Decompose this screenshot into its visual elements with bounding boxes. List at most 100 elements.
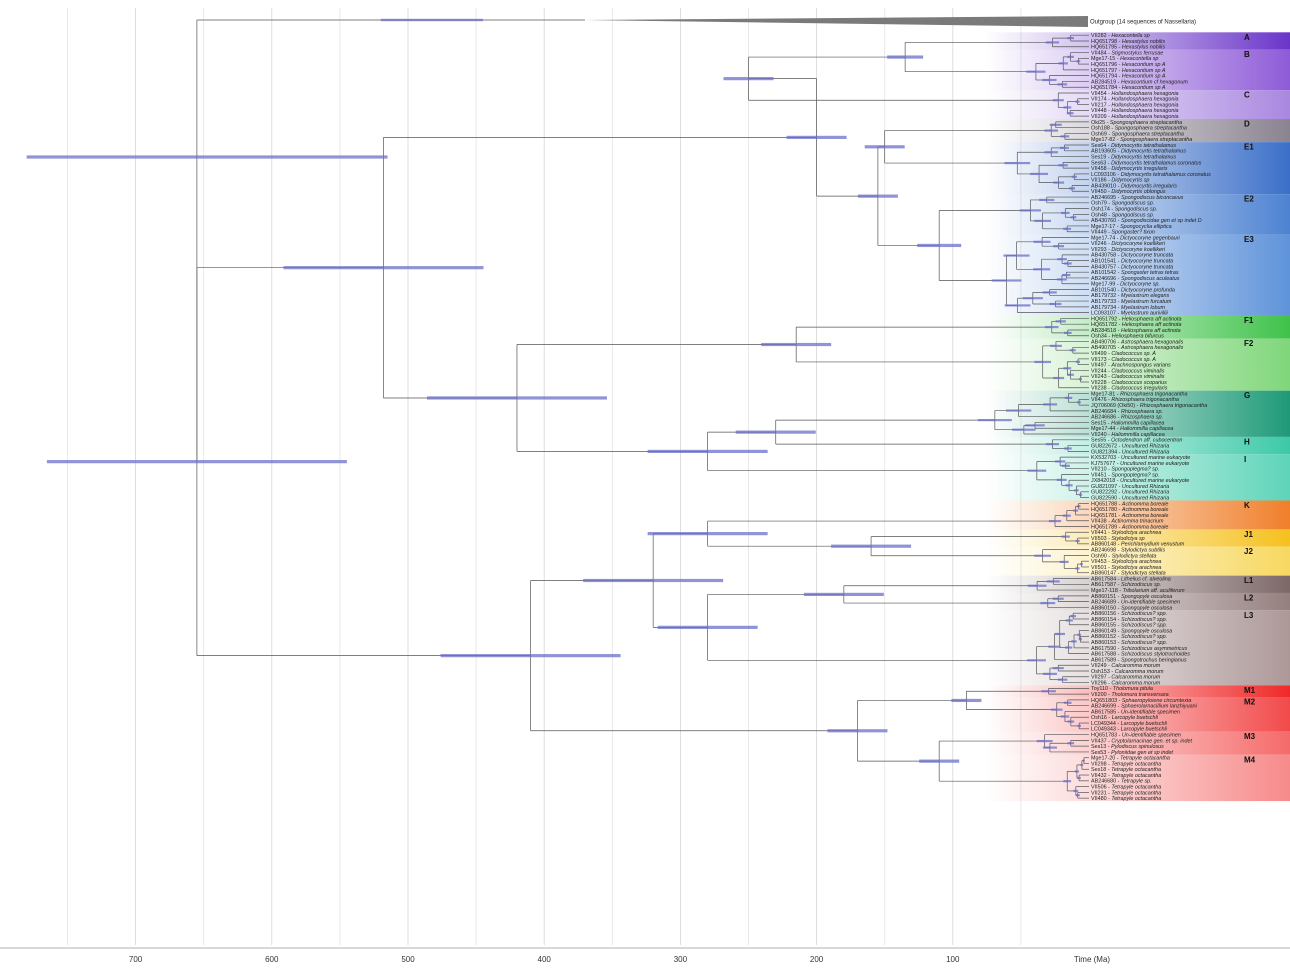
age-bar bbox=[1080, 562, 1083, 566]
age-bar bbox=[426, 396, 607, 400]
age-bar bbox=[803, 592, 884, 597]
tip-label: AB430758 - Dictyocoryne truncata bbox=[1091, 253, 1173, 259]
clade-band bbox=[985, 194, 1290, 235]
tip-label: VII174 - Hollandosphaera hexagonia bbox=[1091, 97, 1179, 103]
clade-band bbox=[985, 234, 1290, 316]
tip-label: AB617585 - Un-identifiable specimen bbox=[1091, 709, 1180, 715]
age-bar bbox=[1075, 539, 1080, 543]
tip-id: GU821097 bbox=[1091, 484, 1117, 490]
tip-label: LC049343 - Larcopyle buetschli bbox=[1091, 727, 1168, 733]
tip-label: Osh48 - Spongodiscus sp. bbox=[1091, 212, 1154, 218]
tip-id: Osh188 bbox=[1091, 126, 1110, 132]
axis-tick-label: 300 bbox=[674, 955, 688, 964]
tip-id: AB193605 bbox=[1091, 149, 1116, 155]
tip-id: GU822672 bbox=[1091, 443, 1117, 449]
tip-id: AB490705 bbox=[1091, 345, 1116, 351]
tip-species: Hollandosphaera hexagonia bbox=[1111, 108, 1178, 114]
tip-species: Rhizosphaera trigonacantha bbox=[1120, 391, 1187, 397]
tip-species: Lithelius cf. alveolina bbox=[1121, 576, 1171, 582]
age-bar bbox=[1042, 78, 1057, 82]
tip-label: AB860150 - Spongopyle osculosa bbox=[1091, 605, 1172, 611]
tip-id: Osh90 bbox=[1091, 553, 1107, 559]
axis-tick-label: 700 bbox=[129, 955, 143, 964]
tip-species: Sphaeropyloiene circumtexta bbox=[1122, 698, 1192, 704]
tip-species: Spongocyclia elliptica bbox=[1120, 224, 1172, 230]
tip-label: AB246698 - Stylodictya subtilis bbox=[1091, 548, 1165, 554]
clade-label: E1 bbox=[1244, 143, 1254, 152]
tip-species: Un-identifiable specimen bbox=[1121, 600, 1180, 606]
tip-species: Actinomma trinacrium bbox=[1110, 519, 1164, 525]
tip-id: HQ651798 bbox=[1091, 39, 1117, 45]
tip-id: VII228 bbox=[1091, 380, 1107, 386]
tip-id: Osh174 bbox=[1091, 207, 1110, 213]
tip-label: VII293 - Dictyocoryne koellikeri bbox=[1091, 247, 1166, 253]
age-bar bbox=[1077, 401, 1081, 404]
tip-label: Ses55 - Octodendron aff. cubocentron bbox=[1091, 438, 1182, 444]
tip-species: Tetrapyle octacantha bbox=[1111, 767, 1161, 773]
tip-species: Spongopyle osculosa bbox=[1121, 605, 1172, 611]
tip-label: VII243 - Cladococcus viminalis bbox=[1091, 374, 1165, 380]
age-bar bbox=[1064, 396, 1073, 399]
tip-species: Pyloniidae gen et sp indet bbox=[1111, 750, 1173, 756]
tip-species: Perichlamydium venustum bbox=[1121, 542, 1185, 548]
tip-species: Heliosphaera aff actinota bbox=[1122, 316, 1182, 322]
tip-label: AB179734 - Myelastrum lobum bbox=[1091, 305, 1166, 311]
tip-id: VII476 bbox=[1091, 397, 1107, 403]
age-bar bbox=[583, 578, 724, 583]
age-bar bbox=[1062, 514, 1071, 517]
tip-species: Hollandosphaera hexagonia bbox=[1111, 114, 1178, 120]
tip-label: AB860147 - Stylodictya stellata bbox=[1091, 571, 1166, 577]
tip-label: AB246684 - Rhizosphaera sp. bbox=[1091, 409, 1163, 415]
tip-species: Dictyocoryne sp. bbox=[1120, 282, 1160, 288]
tip-species: Uncultured Rhizaria bbox=[1122, 443, 1169, 449]
tip-id: HQ651789 bbox=[1091, 524, 1117, 530]
age-bar bbox=[1052, 597, 1064, 600]
age-bar bbox=[1063, 780, 1072, 783]
clade-label: H bbox=[1244, 437, 1250, 446]
tip-label: HQ651788 - Actinomma boreale bbox=[1091, 501, 1168, 507]
tip-label: VII499 - Cladococcus sp. A bbox=[1091, 351, 1156, 357]
age-bar bbox=[1057, 678, 1068, 681]
clade-label: M3 bbox=[1244, 732, 1256, 741]
tip-label: Ses13 - Pylodiscus spinulosus bbox=[1091, 744, 1164, 750]
tip-label: HQ651792 - Heliosphaera aff actinota bbox=[1091, 316, 1182, 322]
tip-label: AB246695 - Spongodiscus biconcavus bbox=[1091, 195, 1184, 201]
tip-id: Ses55 bbox=[1091, 438, 1106, 444]
clade-band bbox=[985, 592, 1290, 611]
tip-species: Hexacontella sp bbox=[1120, 56, 1158, 62]
age-bar bbox=[1027, 584, 1047, 587]
age-bar bbox=[1074, 770, 1080, 773]
age-bar bbox=[1065, 484, 1073, 487]
tip-species: Spongoplegma? sp. bbox=[1111, 467, 1159, 473]
tip-species: Spongodiscus sp. bbox=[1112, 212, 1155, 218]
tip-label: VII210 - Spongoplegma? sp. bbox=[1091, 467, 1159, 473]
tip-id: AB860150 bbox=[1091, 605, 1116, 611]
tip-species: Spongotrochus beringianus bbox=[1121, 657, 1187, 663]
tip-species: Tetrapyle octacantha bbox=[1111, 761, 1161, 767]
tip-label: AB246686 - Rhizosphaera sp. bbox=[1091, 415, 1163, 421]
tip-label: Osh16 - Larcopyle buetschli bbox=[1091, 715, 1159, 721]
tip-species: Uncultured Rhizaria bbox=[1122, 449, 1169, 455]
age-bar bbox=[1045, 443, 1059, 446]
age-bar bbox=[1046, 580, 1060, 583]
age-bar bbox=[1082, 759, 1085, 762]
tip-id: AB439010 bbox=[1091, 183, 1116, 189]
tip-id: HQ651794 bbox=[1091, 74, 1117, 80]
tip-id: Ses53 bbox=[1091, 750, 1106, 756]
clade-label: F2 bbox=[1244, 339, 1254, 348]
tip-species: Arachnospongus varians bbox=[1110, 363, 1171, 369]
tip-species: Calcaromma morum bbox=[1115, 669, 1164, 675]
tip-species: Cladococcus sp. A bbox=[1111, 351, 1156, 357]
clade-label: C bbox=[1244, 91, 1250, 100]
tip-species: Uncultured marine eukaryote bbox=[1120, 461, 1189, 467]
tip-species: Didymocyrtis tetrathalamus coronatus bbox=[1111, 160, 1201, 166]
age-bar bbox=[1067, 373, 1074, 376]
age-bar bbox=[1061, 535, 1070, 538]
tip-species: Rhizosphaera sp. bbox=[1121, 415, 1163, 421]
tip-species: Actinomma boreale bbox=[1121, 501, 1168, 507]
tip-id: AB284518 bbox=[1091, 328, 1116, 334]
tip-species: Hexacontium sp A bbox=[1122, 74, 1166, 80]
tip-id: VII173 bbox=[1091, 357, 1107, 363]
age-bar bbox=[1063, 331, 1072, 334]
clade-band bbox=[985, 454, 1290, 501]
